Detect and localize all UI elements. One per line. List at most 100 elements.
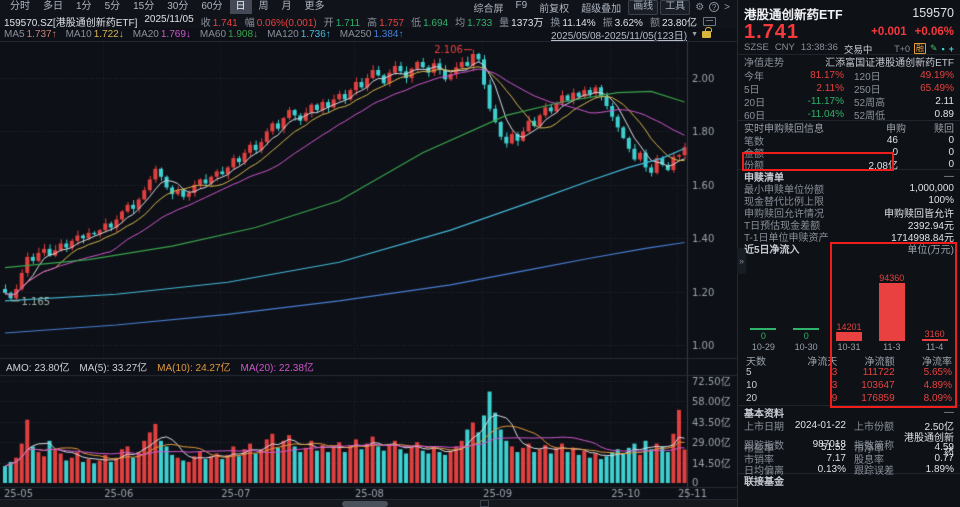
ma-legend-MA250: MA250 1.384↑ [339,29,404,40]
bar-value: 94360 [879,273,905,283]
inflow-bar-10-31: 14201 10-31 [828,255,871,353]
quote-field-收: 收 1.741 [200,17,238,29]
bar [878,283,905,341]
bar [921,339,948,341]
flow-table-row: 10 3 103647 4.89% [746,380,952,391]
net-inflow-bar-chart: 0 10-29 0 10-30 14201 10-31 94360 11-3 3160 11-4 [738,255,960,353]
bar-value: 14201 [836,322,862,332]
date-range-picker[interactable]: 2025/05/08-2025/11/05(123日) ▼ [551,27,733,42]
tab-日[interactable]: 日 [229,0,252,14]
help-icon[interactable]: ? [709,2,720,12]
quote-info-bar: 159570.SZ[港股通创新药ETF] 2025/11/05 收 1.741 幅 0.0… [0,13,737,29]
unlock-icon[interactable] [702,27,712,38]
inflow-bar-11-4: 3160 11-4 [913,255,956,353]
bar-value: 0 [803,331,809,341]
quote-field-均: 均 1.733 [455,17,493,29]
volume-legend-item: MA(10): 24.27亿 [157,363,231,374]
quote-field-高: 高 1.757 [367,17,405,29]
ma-legend-MA60: MA60 1.908↓ [199,29,259,40]
quote-field-额: 额 23.80亿 [649,17,697,29]
zero-dash [793,328,820,330]
tab-多日[interactable]: 多日 [43,1,63,12]
menu-前复权[interactable]: 前复权 [539,3,570,15]
menu-画线[interactable]: 画线 [628,0,659,15]
bar-value: 3160 [924,329,945,339]
flow-table-header: 天数 净流天 净流额 净流率 [746,357,952,368]
top-menu: 综合屏 F9 前复权 超级叠加 画线 工具 ⚙ ? > [469,0,733,15]
gear-icon[interactable]: ⚙ [695,1,705,13]
chart-pane: 分时 多日 1分 5分 15分 30分 60分日周 月 更多 综合屏 F9 前复权 超级叠加 画线 工具 … [0,0,737,507]
keyboard-icon[interactable] [702,16,716,26]
subscription-row-份额: 份额 2.08亿 0 [744,159,954,172]
period-tabs: 分时 多日 1分 5分 15分 30分 60分日周 月 更多 [4,0,331,14]
stock-name: 港股通创新药ETF [744,7,843,22]
tab-15分[interactable]: 15分 [133,1,155,12]
pencil-icon[interactable]: ✎ [929,43,938,53]
menu-F9[interactable]: F9 [515,0,528,11]
date-range-text[interactable]: 2025/05/08-2025/11/05(123日) [551,31,688,42]
chart-scrollbar[interactable] [0,499,737,507]
panel-expander[interactable]: » [737,248,746,274]
quote-date: 2025/11/05 [144,13,194,25]
volume-legend-item: AMO: 23.80亿 [6,363,70,374]
perf-row: 今年 81.17% 120日 49.19% [744,70,954,83]
menu-工具[interactable]: 工具 [660,0,691,15]
basic-info-row: 市销率 7.17 股息率 0.77 [744,453,954,466]
flow-table-row: 20 9 176859 8.09% [746,393,952,404]
list-row: T-1日单位申赎资产 1714998.84元 [744,232,954,244]
last-price: 1.741 [744,20,800,43]
perf-row: 20日 -11.17% 52周高 2.11 [744,96,954,109]
list-row: 现金替代比例上限 100% [744,194,954,208]
bar [835,332,862,341]
ma-legend-MA10: MA10 1.722↓ [65,29,124,40]
inflow-bar-10-29: 0 10-29 [742,255,785,353]
collapse-icon: — [944,170,954,182]
tab-周[interactable]: 周 [258,1,269,12]
square-icon[interactable]: ▪ [941,43,945,54]
tab-1分[interactable]: 1分 [76,1,92,12]
tab-分时[interactable]: 分时 [10,1,30,12]
bar-date: 11-3 [883,342,901,352]
perf-row: 5日 2.11% 250日 65.49% [744,83,954,96]
stock-code: 159570 [912,6,954,20]
quote-field-量: 量 1373万 [499,17,544,29]
subscription-row-笔数: 笔数 46 0 [744,135,954,148]
quote-field-幅: 幅 0.06%(0.001) [244,17,317,29]
bar-date: 10-29 [751,342,775,352]
perf-row: 60日 -11.04% 52周低 0.89 [744,109,954,122]
chevron-down-icon: ▼ [691,31,698,38]
nav-trend-row[interactable]: 净值走势 汇添富国证港股通创新药ETF [738,55,960,69]
bar-value: 0 [760,331,766,341]
quote-symbol: 159570.SZ[港股通创新药ETF] [4,17,138,29]
scrollbar-thumb[interactable] [342,501,388,507]
list-row: 申购赎回允许情况 申购赎回皆允许 [744,208,954,220]
tab-30分[interactable]: 30分 [167,1,189,12]
volume-legend-item: MA(20): 22.38亿 [240,363,314,374]
ma-legend-MA120: MA120 1.736↑ [267,29,331,40]
subscription-row-金额: 金额 0 0 [744,147,954,160]
margin-badge: 融 [913,43,926,54]
tab-更多[interactable]: 更多 [304,1,325,12]
menu-超级叠加[interactable]: 超级叠加 [581,3,622,15]
quote-field-低: 低 1.694 [411,17,449,29]
kline-chart[interactable] [0,42,737,499]
plus-icon[interactable]: + [948,43,954,54]
linked-fund-header[interactable]: 联接基金 [738,473,960,488]
scrollbar-marker [480,500,489,507]
chevron-right-icon[interactable]: > [724,1,730,13]
quote-field-开: 开 1.711 [323,17,361,29]
tab-月[interactable]: 月 [281,1,292,12]
ma-legend-MA20: MA20 1.769↓ [132,29,191,40]
unit-label: 单位(万元) [907,245,954,256]
quote-field-换: 换 11.14% [550,17,596,29]
tab-5分[interactable]: 5分 [104,1,121,12]
info-panel: » 港股通创新药ETF 159570 1.741 +0.001 +0.06% SZ… [737,0,960,507]
flow-table-row: 5 3 111722 5.65% [746,367,952,378]
collapse-icon: — [944,406,954,418]
ma-legend-bar: MA5 1.737↑ MA10 1.722↓ MA20 1.769↓ MA60 1.908↓ M… [0,27,737,42]
tab-60分[interactable]: 60分 [201,1,223,12]
basic-info-header[interactable]: 基本资料 — [738,405,960,420]
zero-dash [750,328,777,330]
menu-综合屏[interactable]: 综合屏 [473,3,504,15]
